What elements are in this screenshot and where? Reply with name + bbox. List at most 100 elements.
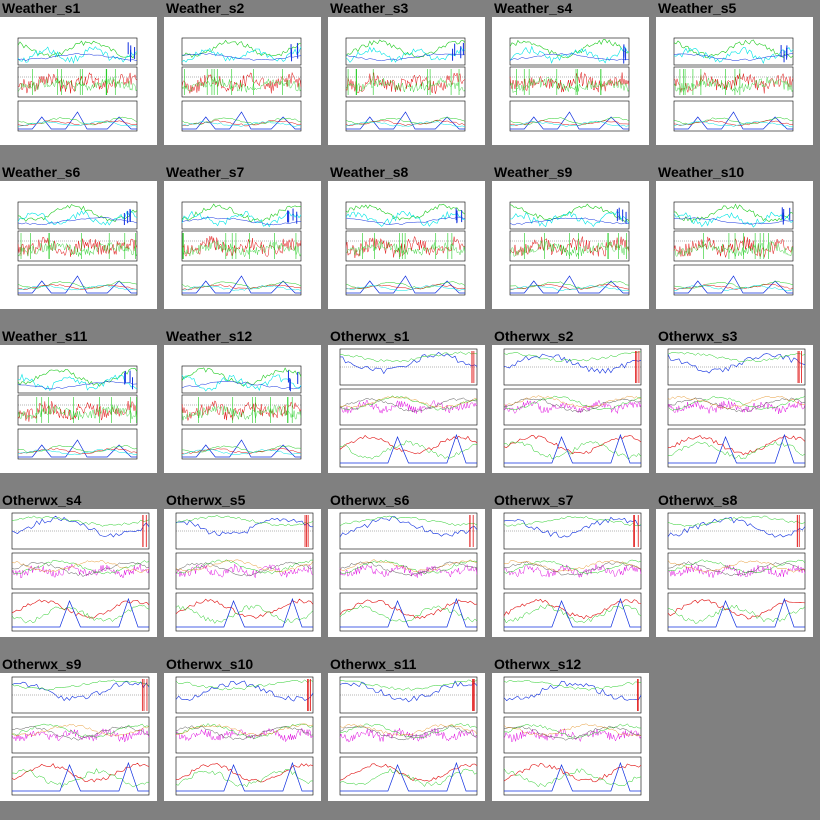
cyan-radiation-line bbox=[181, 120, 301, 127]
gallery-tile[interactable]: Otherwx_s4 bbox=[0, 492, 157, 638]
tile-title: Weather_s2 bbox=[166, 0, 245, 16]
precip-bar bbox=[124, 370, 126, 383]
tile-title: Otherwx_s12 bbox=[494, 656, 582, 672]
gray-series-line bbox=[503, 398, 642, 413]
thumbnail-plot bbox=[673, 37, 794, 132]
gallery-tile[interactable]: Weather_s2 bbox=[164, 0, 321, 146]
green-noise-line bbox=[181, 77, 302, 94]
cyan-radiation-line bbox=[17, 120, 138, 127]
gallery-tile[interactable]: Weather_s11 bbox=[0, 328, 157, 474]
gallery-tile[interactable]: Weather_s5 bbox=[656, 0, 813, 146]
gallery-tile[interactable]: Weather_s4 bbox=[492, 0, 649, 146]
gallery-tile[interactable]: Otherwx_s3 bbox=[656, 328, 813, 474]
blue-radiation-line bbox=[510, 111, 629, 130]
cyan-radiation-line bbox=[181, 449, 302, 456]
blue-radiation-line bbox=[674, 275, 793, 294]
gallery-tile[interactable]: Weather_s7 bbox=[164, 164, 321, 310]
gallery-tile[interactable]: Otherwx_s2 bbox=[492, 328, 649, 474]
tile-title: Weather_s12 bbox=[166, 328, 253, 344]
thumbnail-plot bbox=[503, 348, 642, 468]
green-series-line bbox=[181, 367, 302, 387]
chart-thumbnail[interactable] bbox=[656, 181, 813, 309]
chart-thumbnail[interactable] bbox=[656, 509, 813, 637]
blue-series-line bbox=[340, 761, 477, 792]
red-radiation-line bbox=[181, 448, 302, 455]
chart-thumbnail[interactable] bbox=[0, 17, 157, 145]
cyan-series-line bbox=[345, 46, 466, 63]
red-series-line bbox=[503, 435, 642, 455]
gallery-tile[interactable]: Otherwx_s6 bbox=[328, 492, 485, 638]
tile-title: Weather_s4 bbox=[494, 0, 573, 16]
chart-thumbnail[interactable] bbox=[164, 673, 321, 801]
tile-title: Otherwx_s11 bbox=[330, 656, 417, 672]
lower-panel bbox=[175, 756, 314, 796]
chart-thumbnail[interactable] bbox=[328, 181, 485, 309]
precip-bar bbox=[296, 211, 298, 224]
gallery-tile[interactable]: Otherwx_s1 bbox=[328, 328, 485, 474]
precip-bar bbox=[460, 46, 462, 59]
chart-thumbnail[interactable] bbox=[492, 673, 649, 801]
thumbnail-plot bbox=[667, 512, 806, 632]
precip-bar bbox=[456, 210, 458, 223]
blue-series-line bbox=[176, 761, 313, 792]
gallery-tile[interactable]: Otherwx_s7 bbox=[492, 492, 649, 638]
tile-title: Weather_s3 bbox=[330, 0, 409, 16]
chart-thumbnail[interactable] bbox=[328, 345, 485, 473]
chart-thumbnail[interactable] bbox=[492, 345, 649, 473]
gallery-tile[interactable]: Weather_s8 bbox=[328, 164, 485, 310]
cyan-series-line bbox=[17, 373, 138, 391]
chart-thumbnail[interactable] bbox=[0, 345, 157, 473]
blue-series-line bbox=[181, 381, 302, 390]
chart-thumbnail[interactable] bbox=[164, 509, 321, 637]
magenta-series-line bbox=[175, 563, 314, 579]
green-noise-line bbox=[17, 77, 138, 92]
blue-series-line bbox=[503, 353, 642, 374]
gray-series-line bbox=[11, 562, 150, 577]
gray-series-line bbox=[175, 561, 314, 577]
green-series-line bbox=[11, 559, 150, 575]
chart-thumbnail[interactable] bbox=[0, 509, 157, 637]
thumbnail-plot bbox=[181, 365, 302, 460]
chart-thumbnail[interactable] bbox=[492, 17, 649, 145]
gallery-tile[interactable]: Weather_s6 bbox=[0, 164, 157, 310]
blue-radiation-line bbox=[346, 275, 465, 294]
green-series-line bbox=[667, 351, 806, 363]
chart-thumbnail[interactable] bbox=[164, 17, 321, 145]
gallery-tile[interactable]: Weather_s1 bbox=[0, 0, 157, 146]
wind-panel bbox=[345, 66, 466, 98]
wind-panel bbox=[673, 230, 794, 262]
red-series-line bbox=[175, 598, 314, 619]
chart-thumbnail[interactable] bbox=[328, 509, 485, 637]
green-series-line bbox=[339, 440, 478, 460]
blue-series-line bbox=[11, 681, 150, 702]
blue-series-line bbox=[340, 352, 478, 375]
chart-thumbnail[interactable] bbox=[656, 17, 813, 145]
gallery-tile[interactable]: Weather_s3 bbox=[328, 0, 485, 146]
chart-thumbnail[interactable] bbox=[0, 181, 157, 309]
tile-title: Otherwx_s5 bbox=[166, 492, 246, 508]
orange-series-line bbox=[11, 559, 150, 573]
chart-thumbnail[interactable] bbox=[656, 345, 813, 473]
temperature-panel bbox=[17, 201, 138, 230]
gallery-tile[interactable]: Otherwx_s9 bbox=[0, 656, 157, 802]
gallery-tile[interactable]: Otherwx_s10 bbox=[164, 656, 321, 802]
gallery-tile[interactable]: Otherwx_s8 bbox=[656, 492, 813, 638]
red-series-line bbox=[181, 72, 302, 94]
tile-title: Weather_s6 bbox=[2, 164, 81, 180]
chart-thumbnail[interactable] bbox=[328, 17, 485, 145]
gallery-tile[interactable]: Otherwx_s11 bbox=[328, 656, 485, 802]
lower-panel bbox=[339, 756, 478, 796]
gallery-tile[interactable]: Otherwx_s5 bbox=[164, 492, 321, 638]
gray-series-line bbox=[339, 725, 478, 741]
gallery-tile[interactable]: Weather_s10 bbox=[656, 164, 813, 310]
chart-thumbnail[interactable] bbox=[164, 345, 321, 473]
gallery-tile[interactable]: Weather_s12 bbox=[164, 328, 321, 474]
chart-thumbnail[interactable] bbox=[164, 181, 321, 309]
blue-series-line bbox=[17, 52, 138, 62]
chart-thumbnail[interactable] bbox=[328, 673, 485, 801]
chart-thumbnail[interactable] bbox=[0, 673, 157, 801]
chart-thumbnail[interactable] bbox=[492, 181, 649, 309]
chart-thumbnail[interactable] bbox=[492, 509, 649, 637]
gallery-tile[interactable]: Weather_s9 bbox=[492, 164, 649, 310]
gallery-tile[interactable]: Otherwx_s12 bbox=[492, 656, 649, 802]
